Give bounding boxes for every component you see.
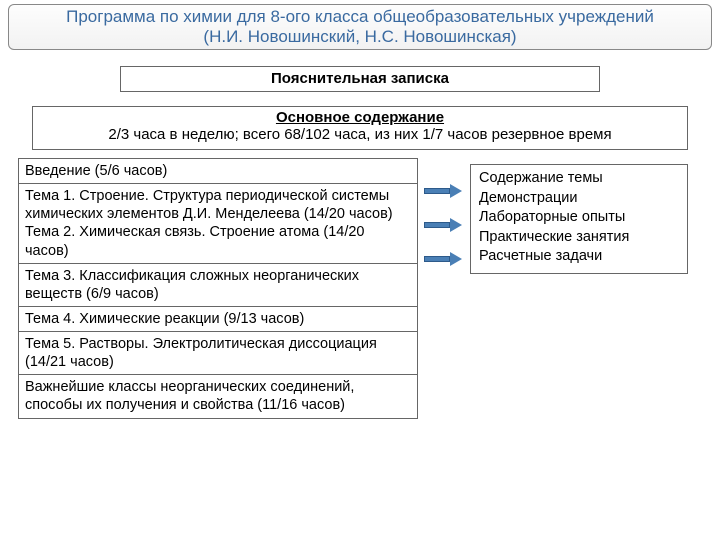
topic-row: Тема 1. Строение. Структура периодическо… — [19, 183, 417, 263]
side-line: Содержание темы — [479, 169, 679, 189]
side-line: Лабораторные опыты — [479, 208, 679, 228]
title-header: Программа по химии для 8-ого класса обще… — [8, 4, 712, 50]
topic-row: Введение (5/6 часов) — [19, 159, 417, 183]
topic-row: Тема 5. Растворы. Электролитическая дисс… — [19, 331, 417, 374]
side-line: Демонстрации — [479, 189, 679, 209]
topic-row: Важнейшие классы неорганических соединен… — [19, 374, 417, 417]
topic-row: Тема 3. Классификация сложных неорганиче… — [19, 263, 417, 306]
explanatory-note-text: Пояснительная записка — [271, 70, 449, 87]
title-line2: (Н.И. Новошинский, Н.С. Новошинская) — [13, 27, 707, 47]
main-content-box: Основное содержание 2/3 часа в неделю; в… — [32, 106, 688, 150]
side-line: Расчетные задачи — [479, 247, 679, 267]
side-details-box: Содержание темы Демонстрации Лабораторны… — [470, 164, 688, 274]
explanatory-note-box: Пояснительная записка — [120, 66, 600, 92]
arrow-icon — [424, 252, 464, 266]
topic-row: Тема 4. Химические реакции (9/13 часов) — [19, 306, 417, 331]
main-content-subtitle: 2/3 часа в неделю; всего 68/102 часа, из… — [108, 126, 611, 143]
side-line: Практические занятия — [479, 228, 679, 248]
title-line1: Программа по химии для 8-ого класса обще… — [13, 7, 707, 27]
topics-table: Введение (5/6 часов) Тема 1. Строение. С… — [18, 158, 418, 419]
main-content-title: Основное содержание — [276, 109, 444, 126]
arrow-icon — [424, 218, 464, 232]
arrow-icon — [424, 184, 464, 198]
